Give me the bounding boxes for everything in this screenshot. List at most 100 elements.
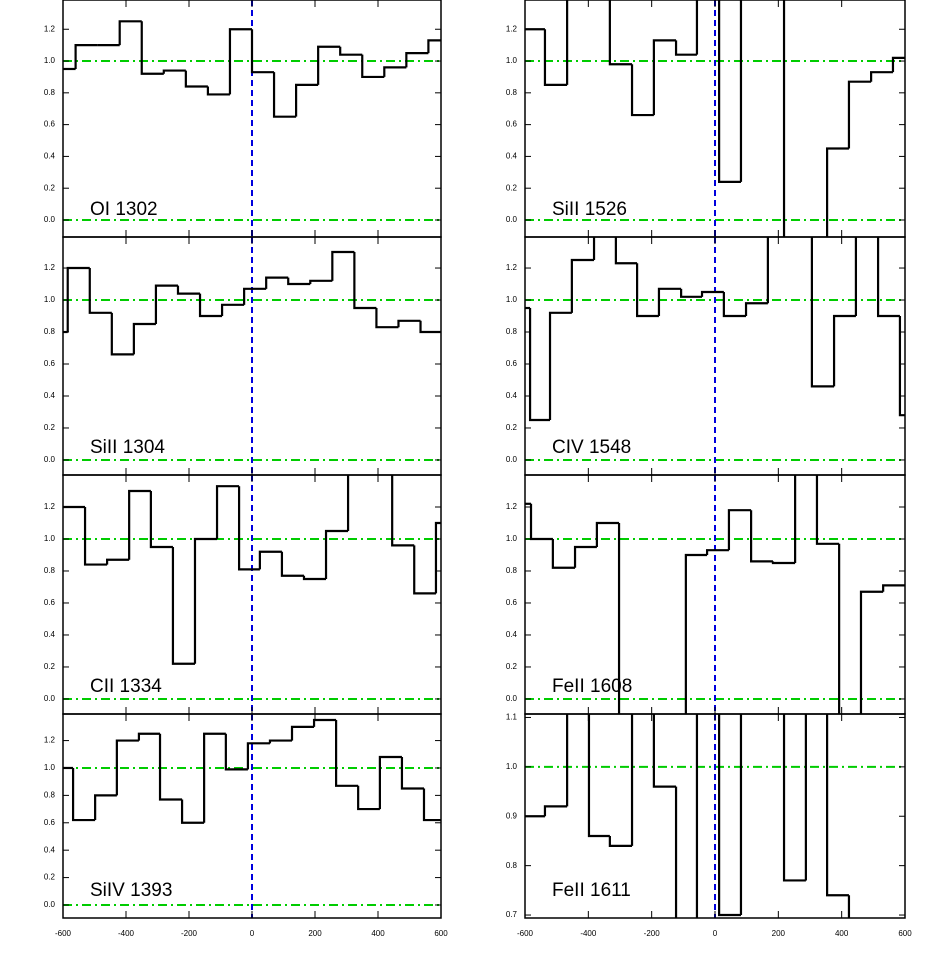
step-bin xyxy=(246,742,270,770)
step-bin xyxy=(290,725,315,741)
step-bin xyxy=(203,732,226,823)
x-tick-label: -600 xyxy=(517,929,534,938)
step-bin xyxy=(617,522,621,714)
y-tick-label: 1.2 xyxy=(44,263,56,272)
x-tick-label: 200 xyxy=(308,929,322,938)
step-bin xyxy=(309,279,333,285)
plot-area xyxy=(63,237,441,475)
step-bin xyxy=(695,714,699,918)
step-bin xyxy=(171,546,195,665)
step-bin xyxy=(158,733,183,801)
step-bin xyxy=(826,714,849,897)
step-bin xyxy=(744,302,768,317)
step-bin xyxy=(614,237,638,265)
step-bin xyxy=(405,51,429,68)
step-bin xyxy=(419,320,441,334)
step-bin xyxy=(750,510,773,563)
panel-label: SiII 1526 xyxy=(552,199,627,220)
step-bin xyxy=(680,288,703,298)
step-bin xyxy=(339,46,363,56)
step-bin xyxy=(391,475,415,547)
y-tick-label: 1.0 xyxy=(506,534,518,543)
step-bin xyxy=(383,66,407,77)
step-bin xyxy=(324,529,349,579)
plot-area xyxy=(525,237,905,475)
step-bin xyxy=(180,799,205,824)
y-tick-label: 0.8 xyxy=(44,327,56,336)
step-bin xyxy=(847,80,872,149)
panel-label: FeII 1608 xyxy=(552,676,632,697)
y-tick-label: 0.2 xyxy=(506,423,518,432)
step-bin xyxy=(83,506,108,566)
step-bin xyxy=(810,237,835,388)
step-bin xyxy=(891,56,905,73)
y-tick-label: 1.0 xyxy=(44,295,56,304)
step-bin xyxy=(543,29,568,86)
step-bin xyxy=(630,714,634,846)
panel: 0.7 0.8 0.9 1.0 1.1 -600 -400 -200 0 200 400 600 FeI… xyxy=(506,713,912,939)
y-tick-label: 0.6 xyxy=(44,598,56,607)
step-bin xyxy=(176,285,201,295)
x-tick-label: -400 xyxy=(580,929,597,938)
x-tick-label: 400 xyxy=(371,929,385,938)
y-tick-label: 0.6 xyxy=(506,598,518,607)
step-bin xyxy=(361,54,385,79)
y-tick-label: 1.2 xyxy=(506,502,518,511)
y-tick-label: 0.2 xyxy=(44,662,56,671)
x-tick-label: -400 xyxy=(118,929,135,938)
panel: 0.0 0.2 0.4 0.6 0.8 1.0 1.2 SiII 1526 xyxy=(506,0,906,238)
y-tick-label: 1.0 xyxy=(506,56,518,65)
step-bin xyxy=(782,714,806,882)
plot-area xyxy=(525,0,905,237)
y-tick-label: 1.2 xyxy=(44,24,56,33)
y-tick-label: 0.0 xyxy=(506,694,518,703)
step-bin xyxy=(422,788,441,822)
x-tick-label: -200 xyxy=(181,929,198,938)
y-tick-label: 0.2 xyxy=(506,662,518,671)
step-bin xyxy=(106,558,130,565)
step-bin xyxy=(118,20,142,46)
y-tick-label: 0.4 xyxy=(506,391,518,400)
step-bin xyxy=(94,794,117,821)
y-tick-label: 0.8 xyxy=(44,566,56,575)
step-bin xyxy=(312,718,337,727)
panel-label: CII 1334 xyxy=(90,676,162,697)
step-bin xyxy=(224,733,248,771)
step-bin xyxy=(859,590,884,714)
step-bin xyxy=(375,308,399,329)
step-bin xyxy=(265,276,289,289)
y-tick-label: 0.8 xyxy=(44,88,56,97)
step-bin xyxy=(766,237,769,304)
y-tick-label: 1.0 xyxy=(44,56,56,65)
step-bin xyxy=(804,714,807,881)
step-bin xyxy=(132,322,156,355)
step-bin xyxy=(357,785,380,811)
step-bin xyxy=(657,287,682,317)
x-tick-label: 600 xyxy=(434,929,448,938)
y-tick-label: 0.2 xyxy=(44,873,56,882)
step-bin xyxy=(652,714,677,788)
step-bin xyxy=(198,293,223,318)
y-tick-label: 0.0 xyxy=(44,455,56,464)
y-tick-label: 0.7 xyxy=(506,910,518,919)
step-bin xyxy=(573,545,597,568)
step-bin xyxy=(722,292,747,318)
y-tick-label: 0.8 xyxy=(506,88,518,97)
x-tick-label: -200 xyxy=(644,929,661,938)
step-bin xyxy=(570,258,595,313)
step-bin xyxy=(548,311,572,420)
step-bin xyxy=(317,45,341,85)
x-tick-label: 600 xyxy=(898,929,912,938)
step-bin xyxy=(700,290,724,297)
step-bin xyxy=(243,287,267,305)
step-bin xyxy=(71,767,96,822)
step-bin xyxy=(137,732,161,741)
step-bin xyxy=(882,584,905,592)
step-bin xyxy=(826,147,849,237)
step-bin xyxy=(718,0,741,183)
step-bin xyxy=(115,739,139,796)
y-tick-label: 0.6 xyxy=(506,359,518,368)
step-bin xyxy=(258,550,282,570)
y-tick-label: 1.2 xyxy=(44,736,56,745)
